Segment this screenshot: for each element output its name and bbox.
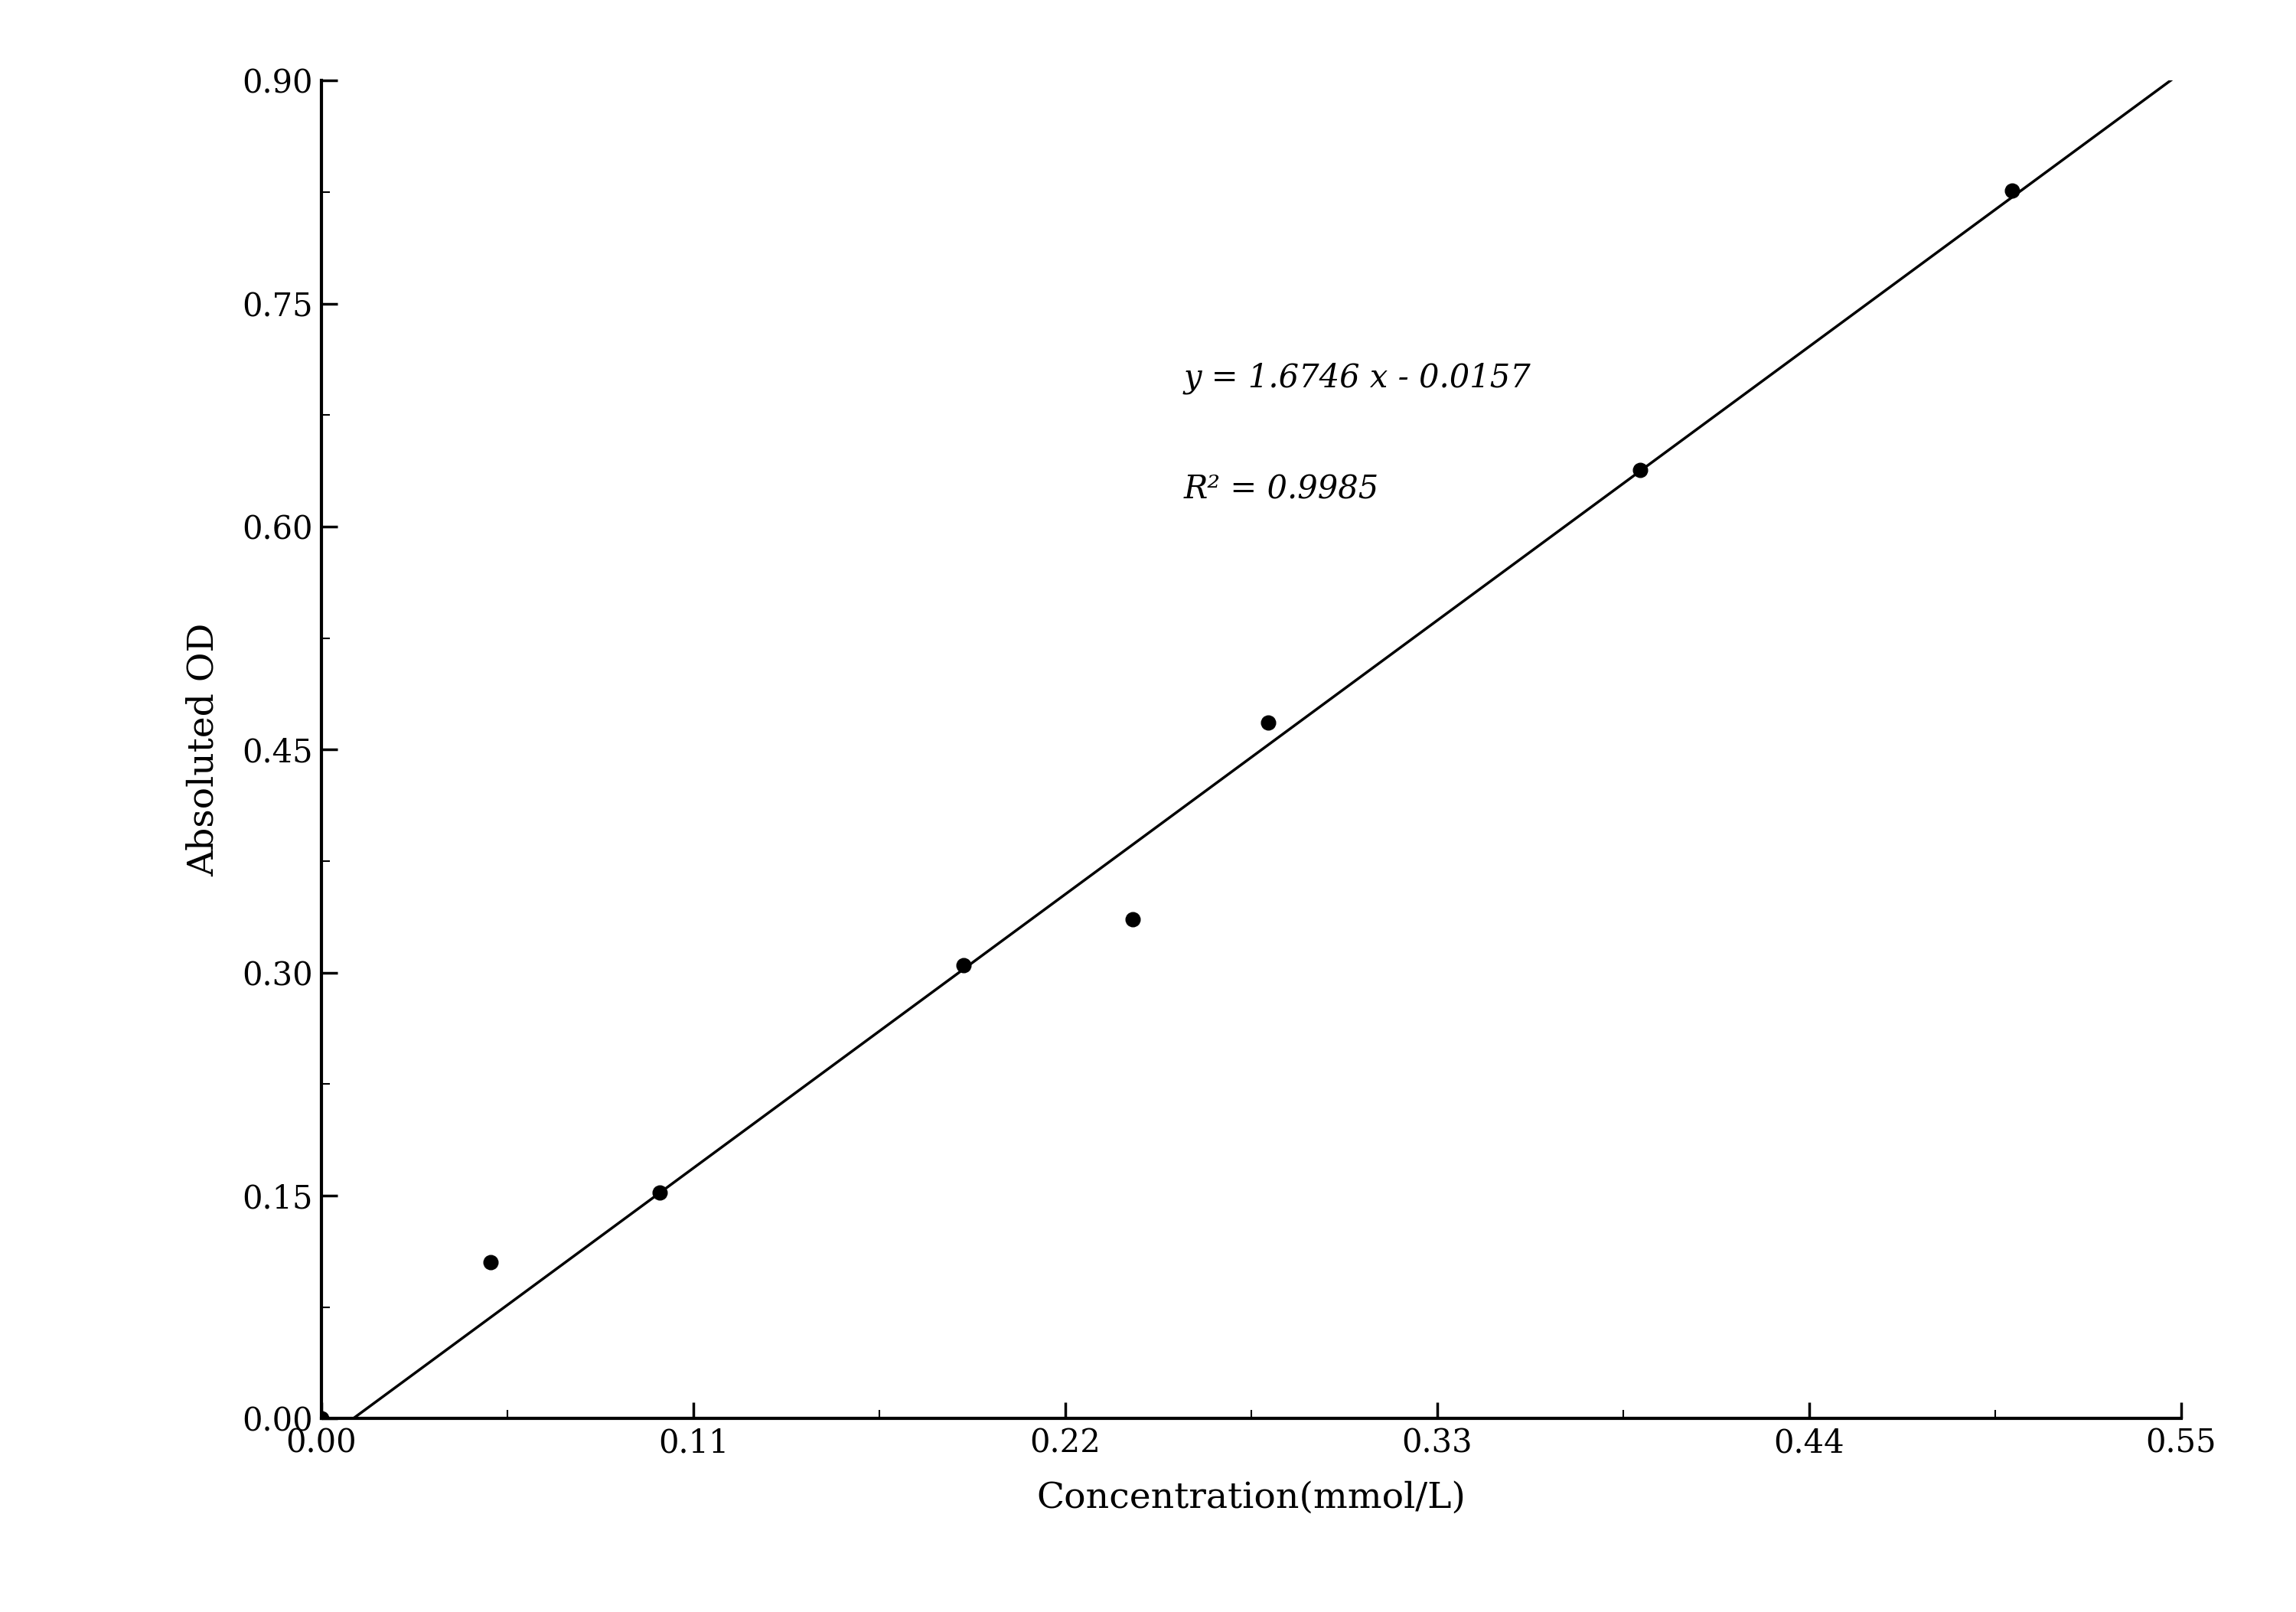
- Point: [946, 953, 983, 978]
- Point: [1993, 177, 2030, 203]
- Text: y = 1.6746 x - 0.0157: y = 1.6746 x - 0.0157: [1185, 361, 1531, 393]
- Point: [1621, 458, 1658, 484]
- Point: [303, 1406, 340, 1431]
- Text: R² = 0.9985: R² = 0.9985: [1185, 474, 1380, 506]
- Point: [641, 1180, 677, 1206]
- Point: [1114, 906, 1150, 932]
- X-axis label: Concentration(mmol/L): Concentration(mmol/L): [1038, 1480, 1465, 1515]
- Point: [1249, 709, 1286, 735]
- Point: [473, 1249, 510, 1275]
- Y-axis label: Absoluted OD: Absoluted OD: [186, 622, 220, 877]
